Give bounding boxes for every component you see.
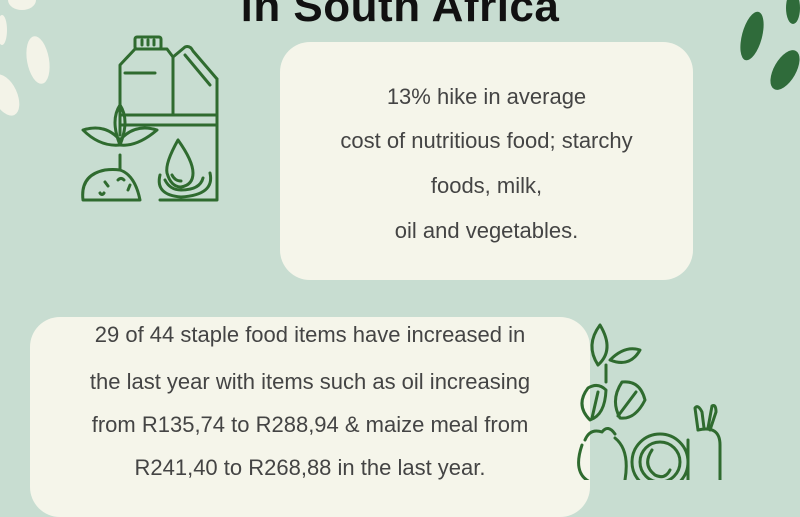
card2-line: R241,40 to R268,88 in the last year. (134, 455, 486, 480)
card2-line: 29 of 44 staple food items have increase… (94, 322, 526, 347)
card1-line: oil and vegetables. (394, 218, 579, 243)
card1-line: cost of nutritious food; starchy (340, 128, 633, 153)
leaf-decoration-right (740, 0, 800, 90)
vegetables-icon (577, 323, 722, 480)
card2-line: from R135,74 to R288,94 & maize meal fro… (91, 412, 529, 437)
oil-can-plant-icon (81, 35, 219, 202)
staple-food-card: 29 of 44 staple food items have increase… (30, 317, 590, 517)
card1-line: 13% hike in average (386, 84, 587, 109)
food-cost-hike-card: 13% hike in average cost of nutritious f… (280, 42, 693, 280)
page-title: in South Africa (240, 0, 560, 31)
card1-line: foods, milk, (430, 173, 543, 198)
card2-line: the last year with items such as oil inc… (89, 369, 531, 394)
leaf-decoration-left (0, 0, 50, 116)
